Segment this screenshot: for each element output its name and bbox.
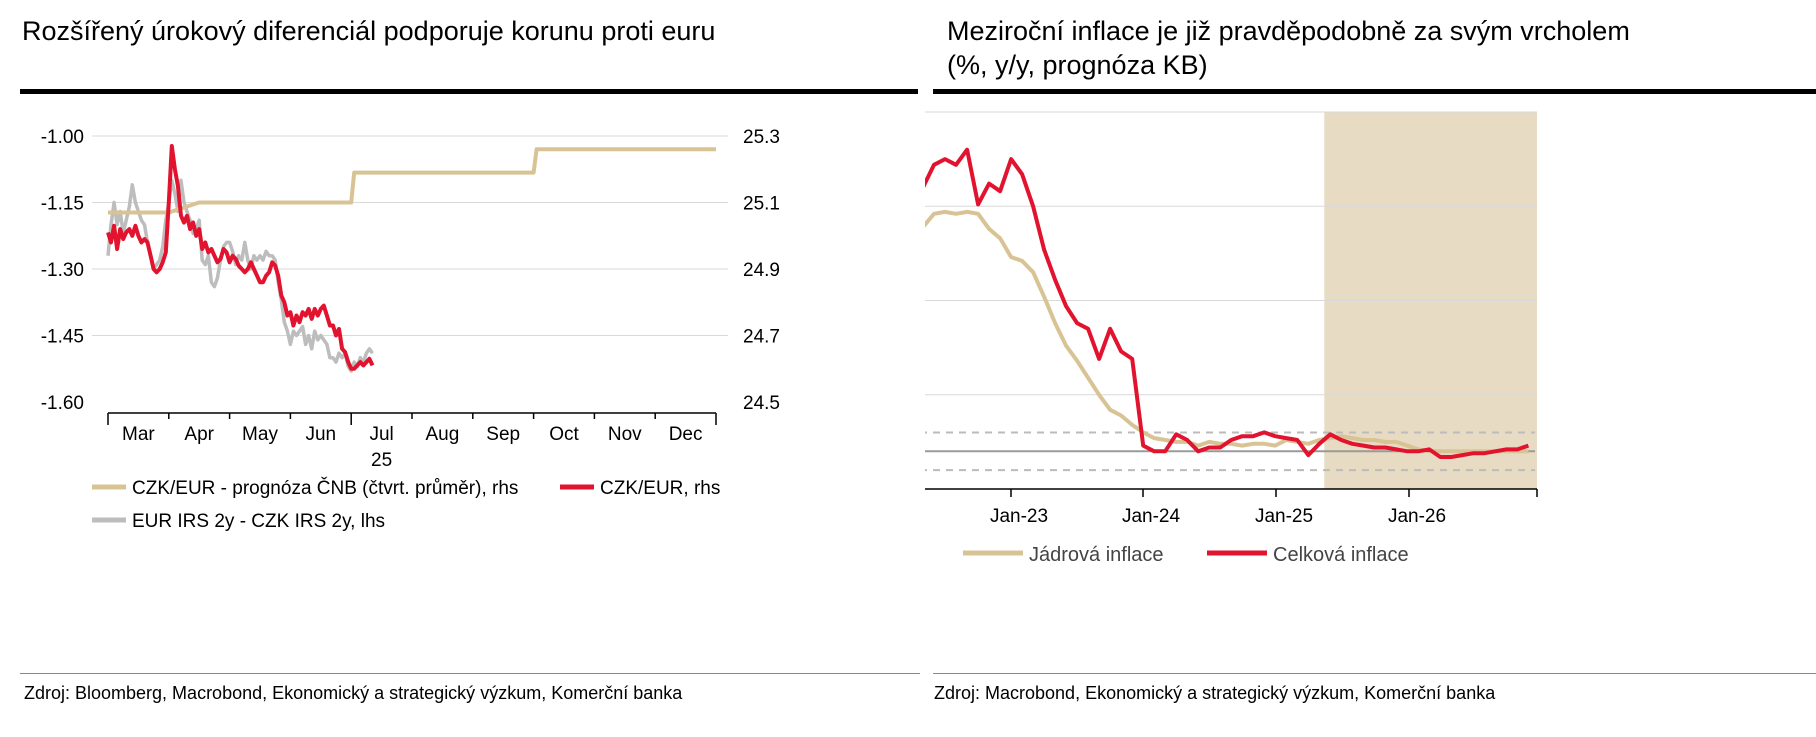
series-line-2 xyxy=(106,178,374,373)
legend-label: CZK/EUR, rhs xyxy=(600,478,720,499)
x-tick-label: Oct xyxy=(549,424,579,445)
series-line-1 xyxy=(925,147,1530,459)
right-title-line2: (%, y/y, prognóza KB) xyxy=(947,50,1208,80)
x-tick-label: Jul xyxy=(369,424,393,445)
right-chart: 20.015.010.05.00.0Jan-22Jan-23Jan-24Jan-… xyxy=(925,111,1538,566)
legend-label: EUR IRS 2y - CZK IRS 2y, lhs xyxy=(132,511,385,532)
y-left-tick-label: -1.15 xyxy=(41,194,84,215)
y-right-tick-label: 24.5 xyxy=(743,393,780,414)
y-left-tick-label: -1.00 xyxy=(41,127,84,148)
left-axes: -1.00 -1.15 -1.30 -1.45 -1.60 25.3 25.1 24.9 24.… xyxy=(41,127,780,471)
x-year-label: 25 xyxy=(371,450,392,471)
x-tick-label: Apr xyxy=(184,424,214,445)
left-chart-title: Rozšířený úrokový diferenciál podporuje … xyxy=(22,16,716,46)
y-left-tick-label: -1.45 xyxy=(41,327,84,348)
x-tick-label: Jan-26 xyxy=(1388,506,1446,527)
y-left-tick-label: -1.30 xyxy=(41,260,84,281)
x-tick-label: Jan-25 xyxy=(1255,506,1313,527)
left-title-rule xyxy=(20,89,918,94)
right-panel: Meziroční inflace je již pravděpodobně z… xyxy=(925,0,1816,737)
left-source: Zdroj: Bloomberg, Macrobond, Ekonomický … xyxy=(24,683,683,703)
x-tick-label: Mar xyxy=(122,424,155,445)
legend-label: Celková inflace xyxy=(1273,544,1409,566)
right-title-line1: Meziroční inflace je již pravděpodobně z… xyxy=(947,16,1630,46)
right-title-rule xyxy=(933,89,1816,94)
x-tick-label: Nov xyxy=(608,424,642,445)
right-axes: 20.015.010.05.00.0Jan-22Jan-23Jan-24Jan-… xyxy=(925,488,1538,527)
x-tick-label: Jan-23 xyxy=(990,506,1048,527)
x-tick-label: Dec xyxy=(669,424,703,445)
left-gridlines xyxy=(92,135,728,336)
left-series xyxy=(106,144,716,373)
left-source-rule xyxy=(20,673,920,674)
right-chart-title: Meziroční inflace je již pravděpodobně z… xyxy=(947,14,1630,82)
x-tick-label: Aug xyxy=(425,424,459,445)
x-tick-label: Sep xyxy=(486,424,520,445)
left-legend: CZK/EUR - prognóza ČNB (čtvrt. průměr), … xyxy=(92,477,720,532)
y-right-tick-label: 24.9 xyxy=(743,260,780,281)
y-right-tick-label: 25.3 xyxy=(743,127,780,148)
y-right-tick-label: 24.7 xyxy=(743,327,780,348)
right-series xyxy=(925,147,1530,459)
series-line-1 xyxy=(106,144,375,371)
right-legend: Jádrová inflace Celková inflace xyxy=(963,544,1409,566)
right-source: Zdroj: Macrobond, Ekonomický a strategic… xyxy=(934,683,1496,703)
left-chart: -1.00 -1.15 -1.30 -1.45 -1.60 25.3 25.1 24.9 24.… xyxy=(41,127,780,532)
y-right-tick-label: 25.1 xyxy=(743,194,780,215)
x-tick-label: May xyxy=(242,424,278,445)
y-left-tick-label: -1.60 xyxy=(41,393,84,414)
series-line-0 xyxy=(108,147,716,215)
legend-label: Jádrová inflace xyxy=(1029,544,1164,566)
x-tick-label: Jan-24 xyxy=(1122,506,1181,527)
right-source-rule xyxy=(933,673,1816,674)
legend-label: CZK/EUR - prognóza ČNB (čtvrt. průměr), … xyxy=(132,477,518,499)
left-panel: Rozšířený úrokový diferenciál podporuje … xyxy=(20,16,920,703)
x-tick-label: Jun xyxy=(305,424,336,445)
